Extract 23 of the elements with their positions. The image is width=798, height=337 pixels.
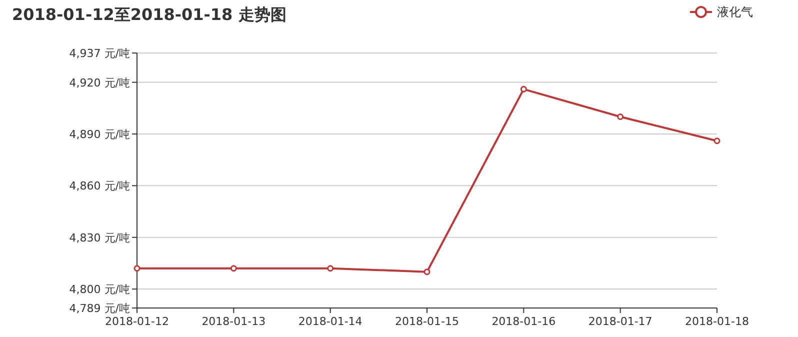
y-tick-label: 4,890 元/吨 bbox=[69, 128, 130, 141]
x-tick-label: 2018-01-16 bbox=[492, 315, 556, 328]
y-tick-label: 4,800 元/吨 bbox=[69, 283, 130, 296]
x-tick-label: 2018-01-13 bbox=[202, 315, 266, 328]
point bbox=[134, 265, 140, 272]
point bbox=[714, 138, 720, 144]
legend-label: 液化气 bbox=[717, 5, 753, 19]
y-tick-label: 4,789 元/吨 bbox=[69, 302, 130, 315]
point bbox=[424, 268, 430, 276]
x-tick-label: 2018-01-14 bbox=[298, 315, 362, 328]
point bbox=[520, 86, 527, 92]
point bbox=[230, 265, 237, 272]
y-tick-label: 4,937 元/吨 bbox=[69, 47, 130, 60]
x-tick-label: 2018-01-17 bbox=[588, 315, 652, 328]
point bbox=[617, 114, 624, 120]
x-tick-label: 2018-01-18 bbox=[685, 315, 749, 328]
y-tick-label: 4,830 元/吨 bbox=[69, 231, 130, 244]
point bbox=[327, 265, 334, 272]
y-tick-label: 4,860 元/吨 bbox=[69, 180, 130, 193]
x-tick-label: 2018-01-15 bbox=[395, 315, 459, 328]
y-tick-label: 4,920 元/吨 bbox=[69, 76, 130, 90]
chart-title: 2018-01-12至2018-01-18 走势图 bbox=[12, 5, 286, 24]
x-tick-label: 2018-01-12 bbox=[105, 315, 169, 328]
